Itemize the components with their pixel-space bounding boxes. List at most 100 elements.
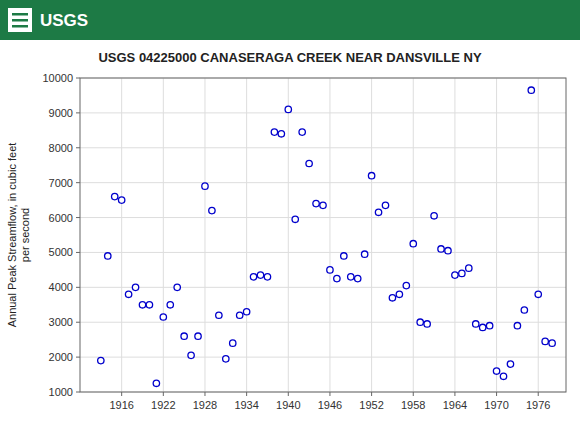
point bbox=[257, 272, 263, 278]
point bbox=[167, 302, 173, 308]
point bbox=[396, 291, 402, 297]
point bbox=[216, 312, 222, 318]
point bbox=[507, 361, 513, 367]
tick-mark bbox=[288, 392, 289, 396]
point bbox=[118, 197, 124, 203]
grid-line bbox=[413, 78, 414, 392]
point bbox=[313, 200, 319, 206]
tick-mark bbox=[76, 182, 80, 183]
tick-mark bbox=[329, 392, 330, 396]
grid-line bbox=[80, 287, 566, 288]
point bbox=[327, 267, 333, 273]
logo-stripe bbox=[12, 19, 28, 22]
tick-label: 6000 bbox=[49, 212, 73, 224]
chart: USGSUSGS 04225000 CANASERAGA CREEK NEAR … bbox=[0, 0, 580, 430]
tick-mark bbox=[413, 392, 414, 396]
grid-line bbox=[496, 78, 497, 392]
grid-line bbox=[288, 78, 289, 392]
tick-mark bbox=[538, 392, 539, 396]
point bbox=[174, 284, 180, 290]
point bbox=[355, 275, 361, 281]
point bbox=[264, 274, 270, 280]
grid-line bbox=[80, 182, 566, 183]
grid-line bbox=[121, 78, 122, 392]
tick-label: 1976 bbox=[526, 399, 550, 411]
point bbox=[424, 321, 430, 327]
logo-icon bbox=[8, 8, 32, 32]
point bbox=[292, 216, 298, 222]
point bbox=[139, 302, 145, 308]
logo-stripe bbox=[12, 25, 28, 28]
grid-line bbox=[80, 217, 566, 218]
tick-label: 9000 bbox=[49, 107, 73, 119]
logo-box bbox=[8, 8, 32, 32]
point bbox=[466, 265, 472, 271]
point bbox=[188, 352, 194, 358]
tick-mark bbox=[496, 392, 497, 396]
grid-line bbox=[246, 78, 247, 392]
point bbox=[417, 319, 423, 325]
grid-line bbox=[538, 78, 539, 392]
axes: 1916192219281934194019461952195819641970… bbox=[42, 72, 566, 411]
point bbox=[243, 309, 249, 315]
point bbox=[445, 248, 451, 254]
point bbox=[528, 87, 534, 93]
tick-mark bbox=[76, 322, 80, 323]
tick-mark bbox=[76, 147, 80, 148]
point bbox=[438, 246, 444, 252]
point bbox=[202, 183, 208, 189]
tick-label: 1922 bbox=[151, 399, 175, 411]
point bbox=[112, 193, 118, 199]
y-axis-label: Annual Peak Streamflow, in cubic feetper… bbox=[6, 143, 31, 328]
points bbox=[98, 87, 556, 386]
tick-label: 1952 bbox=[359, 399, 383, 411]
point bbox=[459, 270, 465, 276]
tick-mark bbox=[76, 112, 80, 113]
point bbox=[542, 338, 548, 344]
point bbox=[105, 253, 111, 259]
tick-label: 1958 bbox=[401, 399, 425, 411]
tick-mark bbox=[76, 78, 80, 79]
grid-line bbox=[329, 78, 330, 392]
header-text: USGS bbox=[40, 11, 88, 30]
tick-label: 5000 bbox=[49, 246, 73, 258]
tick-mark bbox=[163, 392, 164, 396]
point bbox=[285, 106, 291, 112]
point bbox=[382, 202, 388, 208]
tick-label: 1934 bbox=[234, 399, 258, 411]
tick-mark bbox=[76, 217, 80, 218]
tick-mark bbox=[121, 392, 122, 396]
tick-mark bbox=[371, 392, 372, 396]
y-axis-label-line: per second bbox=[19, 208, 31, 262]
grid-line bbox=[80, 252, 566, 253]
point bbox=[223, 356, 229, 362]
point bbox=[334, 275, 340, 281]
tick-label: 8000 bbox=[49, 142, 73, 154]
tick-mark bbox=[76, 392, 80, 393]
point bbox=[375, 209, 381, 215]
point bbox=[306, 160, 312, 166]
point bbox=[361, 251, 367, 257]
point bbox=[410, 241, 416, 247]
point bbox=[486, 323, 492, 329]
grid-line bbox=[80, 357, 566, 358]
logo-stripe bbox=[12, 13, 28, 16]
point bbox=[153, 380, 159, 386]
tick-mark bbox=[204, 392, 205, 396]
tick-label: 1940 bbox=[276, 399, 300, 411]
point bbox=[493, 368, 499, 374]
point bbox=[98, 357, 104, 363]
point bbox=[278, 131, 284, 137]
grid-line bbox=[371, 78, 372, 392]
point bbox=[230, 340, 236, 346]
tick-mark bbox=[454, 392, 455, 396]
point bbox=[403, 282, 409, 288]
point bbox=[452, 272, 458, 278]
point bbox=[514, 323, 520, 329]
point bbox=[368, 172, 374, 178]
point bbox=[125, 291, 131, 297]
point bbox=[500, 373, 506, 379]
grid-line bbox=[80, 147, 566, 148]
y-axis-label-line: Annual Peak Streamflow, in cubic feet bbox=[6, 143, 18, 328]
point bbox=[299, 129, 305, 135]
